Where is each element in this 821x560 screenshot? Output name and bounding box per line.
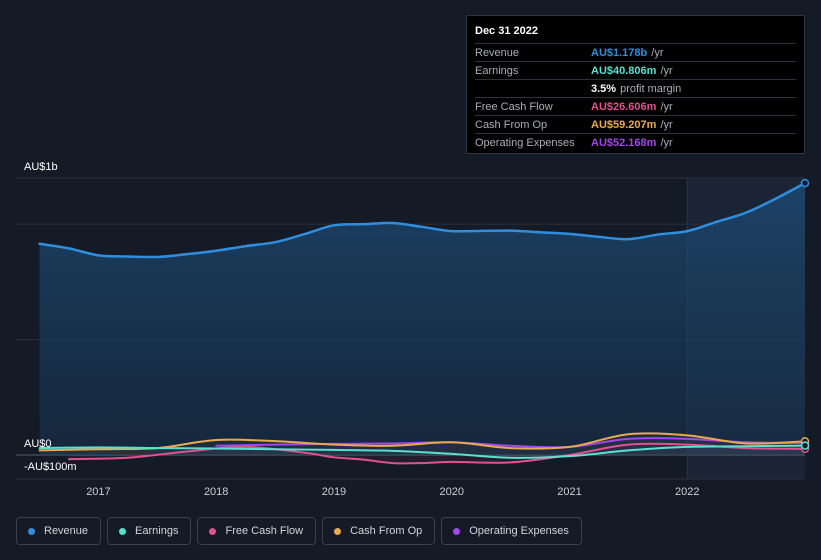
tooltip-value: AU$1.178b — [591, 46, 648, 59]
x-tick-label: 2018 — [204, 486, 228, 498]
legend-dot-icon — [119, 527, 127, 535]
chart-legend: Revenue Earnings Free Cash Flow Cash Fro… — [16, 517, 588, 545]
legend-free-cash-flow[interactable]: Free Cash Flow — [197, 517, 317, 545]
legend-label: Revenue — [44, 525, 89, 537]
tooltip-unit: /yr — [660, 118, 673, 131]
x-axis: 2017 2018 2019 2020 2021 2022 — [86, 486, 699, 498]
tooltip-unit: profit margin — [620, 82, 682, 95]
x-tick-label: 2021 — [557, 486, 581, 498]
tooltip-label: Free Cash Flow — [475, 100, 553, 113]
endpoint-revenue — [800, 178, 810, 188]
tooltip-row-earnings: Earnings AU$40.806m /yr — [475, 62, 796, 80]
tooltip-row-cash-from-op: Cash From Op AU$59.207m /yr — [475, 116, 796, 134]
tooltip-unit: /yr — [660, 64, 673, 77]
y-tick-label: -AU$100m — [24, 461, 77, 473]
data-tooltip: Dec 31 2022 Revenue AU$1.178b /yr Earnin… — [466, 15, 805, 154]
line-layer — [38, 181, 807, 465]
area-revenue — [39, 183, 805, 455]
legend-label: Operating Expenses — [469, 525, 569, 537]
tooltip-value: AU$52.168m — [591, 136, 657, 149]
tooltip-date: Dec 31 2022 — [475, 25, 796, 44]
line-earnings — [38, 444, 806, 459]
legend-dot-icon — [334, 527, 342, 535]
tooltip-label: Revenue — [475, 46, 520, 59]
y-tick-label: AU$1b — [24, 161, 58, 173]
tooltip-value: AU$26.606m — [591, 100, 657, 113]
tooltip-unit: /yr — [651, 46, 664, 59]
endpoint-markers — [800, 178, 810, 454]
tooltip-row-free-cash-flow: Free Cash Flow AU$26.606m /yr — [475, 98, 796, 116]
tooltip-label: Cash From Op — [475, 118, 548, 131]
tooltip-value: AU$40.806m — [591, 64, 657, 77]
tooltip-unit: /yr — [660, 100, 673, 113]
tooltip-row-profit-margin: 3.5% profit margin — [475, 80, 796, 98]
y-tick-label: AU$0 — [24, 438, 52, 450]
legend-label: Cash From Op — [350, 525, 423, 537]
legend-cash-from-op[interactable]: Cash From Op — [322, 517, 436, 545]
x-tick-label: 2019 — [322, 486, 346, 498]
legend-dot-icon — [28, 527, 35, 535]
tooltip-value: 3.5% — [591, 82, 617, 95]
tooltip-row-revenue: Revenue AU$1.178b /yr — [475, 44, 796, 62]
legend-dot-icon — [453, 527, 461, 535]
legend-label: Free Cash Flow — [225, 525, 304, 537]
legend-dot-icon — [209, 527, 217, 535]
tooltip-unit: /yr — [660, 136, 673, 149]
endpoint-earnings — [800, 441, 810, 450]
tooltip-value: AU$59.207m — [591, 118, 657, 131]
legend-earnings[interactable]: Earnings — [107, 517, 192, 545]
y-axis: AU$1b AU$0 -AU$100m — [24, 161, 77, 473]
legend-label: Earnings — [135, 525, 179, 537]
tooltip-row-operating-expenses: Operating Expenses AU$52.168m /yr — [475, 134, 796, 151]
tooltip-label: Operating Expenses — [475, 136, 575, 149]
tooltip-label: Earnings — [475, 64, 519, 77]
x-tick-label: 2020 — [439, 486, 463, 498]
x-tick-label: 2022 — [675, 486, 699, 498]
legend-operating-expenses[interactable]: Operating Expenses — [441, 517, 582, 545]
x-tick-label: 2017 — [86, 486, 110, 498]
line-revenue — [38, 181, 807, 259]
legend-revenue[interactable]: Revenue — [16, 517, 102, 545]
